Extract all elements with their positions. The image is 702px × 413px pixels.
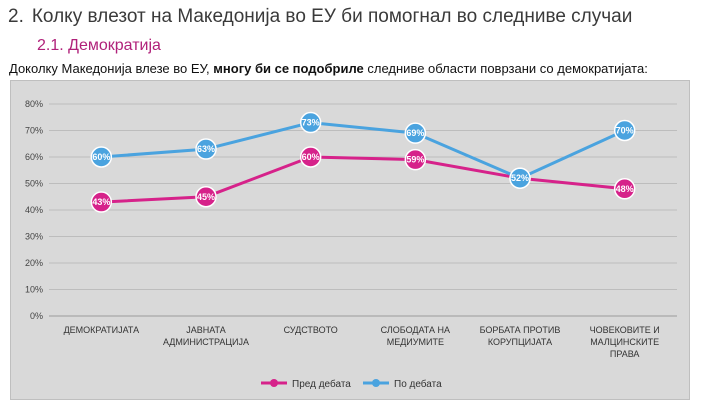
intro-text: Доколку Македонија влезе во ЕУ, многу би…	[9, 61, 648, 76]
series-line	[99, 155, 627, 204]
x-category-label: ЧОВЕКОВИТЕ И	[590, 325, 660, 335]
x-category-label: СЛОБОДАТА НА	[381, 325, 450, 335]
data-point	[404, 148, 427, 171]
x-category-label: ПРАВА	[610, 349, 640, 359]
data-label: 69%	[406, 128, 424, 138]
chart-svg: 0% 10% 20% 30% 40% 50% 60% 70% 80% ДЕМОКРАТИЈАТА Ј…	[25, 99, 677, 390]
data-point	[299, 111, 322, 134]
data-label: 48%	[616, 184, 634, 194]
intro-before: Доколку Македонија влезе во ЕУ,	[9, 61, 210, 76]
legend-marker	[270, 379, 278, 387]
legend-label: По дебата	[394, 378, 442, 390]
data-point	[195, 138, 217, 160]
x-category-label: СУДСТВОТО	[284, 325, 338, 335]
y-tick-label: 70%	[25, 126, 43, 136]
x-category-label: ДЕМОКРАТИЈАТА	[64, 325, 140, 335]
data-label: 73%	[302, 118, 320, 128]
section-title: Колку влезот на Македонија во ЕУ би помо…	[31, 6, 633, 27]
series-line	[99, 121, 627, 180]
section-heading: 2. Колку влезот на Македонија во ЕУ би по…	[8, 6, 632, 28]
data-point	[299, 146, 322, 168]
y-tick-label: 60%	[25, 152, 43, 162]
y-tick-label: 20%	[25, 258, 43, 268]
data-point	[509, 167, 531, 189]
y-tick-label: 40%	[25, 205, 43, 215]
data-label: 60%	[92, 152, 110, 162]
section-number: 2.	[8, 6, 24, 27]
intro-bold: многу би се подобриле	[213, 61, 364, 76]
data-point	[404, 122, 427, 144]
legend-marker	[372, 379, 380, 387]
data-point	[613, 119, 636, 142]
y-tick-label: 80%	[25, 99, 43, 109]
legend-label: Пред дебата	[292, 378, 351, 390]
data-label: 70%	[616, 126, 634, 136]
subsection-heading: 2.1. Демократија	[37, 37, 161, 54]
data-label: 52%	[511, 173, 529, 183]
y-tick-label: 50%	[25, 179, 43, 189]
x-category-label: МАЛЦИНСКИТЕ	[590, 337, 659, 347]
data-label: 60%	[302, 152, 320, 162]
x-category-label: ЈАВНАТА	[186, 325, 226, 335]
data-label: 45%	[197, 192, 215, 202]
y-tick-label: 30%	[25, 232, 43, 242]
data-point	[195, 186, 217, 208]
data-label: 63%	[197, 144, 215, 154]
y-tick-label: 0%	[30, 311, 43, 321]
x-category-label: АДМИНИСТРАЦИЈА	[163, 337, 249, 347]
x-category-label: БОРБАТА ПРОТИВ	[480, 325, 561, 335]
data-point	[613, 178, 636, 200]
data-point	[90, 191, 113, 213]
line-chart: 0% 10% 20% 30% 40% 50% 60% 70% 80% ДЕМОКРАТИЈАТА Ј…	[10, 80, 690, 400]
intro-after: следниве области поврзани со демократија…	[367, 61, 648, 76]
x-category-label: МЕДИУМИТЕ	[387, 337, 444, 347]
y-tick-label: 10%	[25, 285, 43, 295]
data-point	[90, 146, 113, 168]
x-category-label: КОРУПЦИЈАТА	[488, 337, 552, 347]
data-label: 59%	[406, 155, 424, 165]
data-label: 43%	[92, 197, 110, 207]
